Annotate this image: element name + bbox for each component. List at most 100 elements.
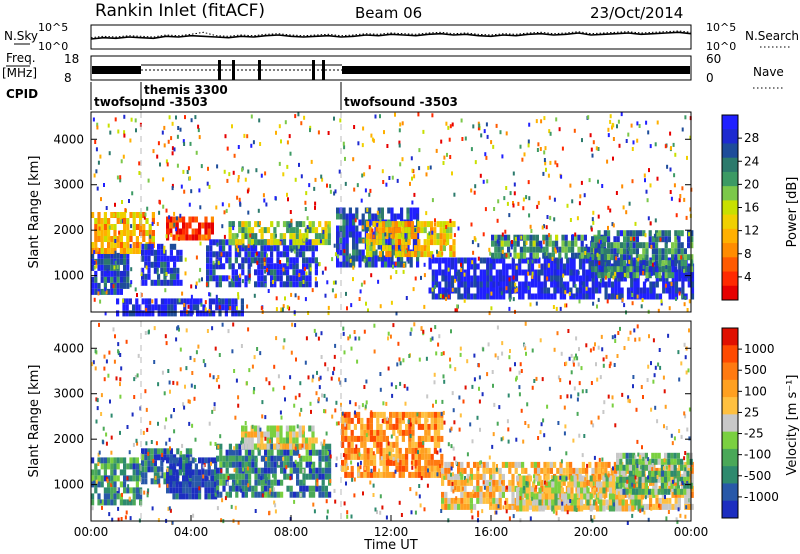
heatmap-cell-1503 [580,252,584,259]
heatmap-cell-772 [405,447,409,454]
heatmap-cell-107 [110,212,114,218]
heatmap-speckle-42 [436,472,439,477]
heatmap-speckle-384 [93,297,96,302]
heatmap-cell-1629 [657,470,661,477]
heatmap-cell-7 [94,270,98,277]
heatmap-speckle-106 [273,500,276,505]
frequency-spike-3 [258,60,261,80]
heatmap-cell-1663 [676,470,680,477]
heatmap-cell-1484 [602,481,606,488]
heatmap-speckle-472 [484,207,487,212]
heatmap-cell-5 [91,288,95,295]
heatmap-cell-1105 [521,281,525,288]
heatmap-cell-1563 [622,464,626,471]
heatmap-cell-575 [302,233,306,240]
heatmap-speckle-2 [164,288,167,293]
heatmap-speckle-441 [505,186,508,190]
heatmap-cell-1144 [543,275,547,282]
heatmap-speckle-248 [618,143,621,148]
heatmap-cell-1622 [654,458,658,465]
heatmap-speckle-272 [505,485,508,490]
heatmap-cell-605 [336,237,340,244]
heatmap-speckle-626 [207,166,209,171]
heatmap-cell-513 [228,233,232,240]
heatmap-cell-569 [279,431,283,438]
heatmap-cell-1665 [676,482,680,489]
heatmap-speckle-551 [93,261,96,265]
heatmap-speckle-393 [184,115,186,120]
heatmap-speckle-159 [466,478,469,483]
heatmap-cell-633 [350,435,354,442]
heatmap-cell-1345 [652,293,656,300]
heatmap-speckle-339 [491,444,494,449]
heatmap-speckle-292 [611,222,614,227]
heatmap-cell-1547 [600,260,604,267]
heatmap-speckle-823 [485,122,488,127]
heatmap-cell-824 [424,435,428,442]
heatmap-speckle-432 [376,210,379,215]
heatmap-speckle-348 [217,260,220,265]
heatmap-cell-1175 [559,269,563,276]
heatmap-cell-391 [257,263,261,270]
heatmap-cell-1475 [551,252,555,259]
heatmap-speckle-491 [237,248,239,253]
heatmap-cell-1092 [556,467,560,474]
heatmap-cell-1487 [602,505,606,512]
heatmap-speckle-461 [606,299,609,304]
heatmap-cell-1111 [565,461,569,468]
heatmap-cell-588 [298,425,302,432]
heatmap-cell-658 [355,243,359,250]
heatmap-cell-1488 [605,475,609,482]
heatmap-cell-1724 [690,236,694,243]
heatmap-speckle-416 [486,372,489,377]
heatmap-cell-1609 [644,488,648,495]
heatmap-cell-1437 [567,493,571,500]
heatmap-cell-519 [328,443,332,450]
heatmap-cell-1565 [622,476,626,483]
heatmap-cell-1792 [199,298,203,305]
heatmap-speckle-248 [471,384,474,389]
heatmap-cell-1281 [652,479,656,486]
heatmap-cell-1473 [592,487,596,494]
heatmap-speckle-715 [205,282,208,287]
noise-right-tick-top: 10^5 [706,21,736,34]
heatmap-cell-550 [260,437,264,444]
heatmap-cell-485 [312,449,316,456]
heatmap-cell-489 [312,485,316,492]
heatmap-cell-876 [441,479,445,486]
heatmap-cell-545 [257,425,261,432]
heatmap-cell-1006 [466,275,471,282]
heatmap-cell-1549 [600,272,604,279]
heatmap-cell-717 [382,465,386,472]
heatmap-cell-21 [100,288,104,295]
heatmap-cell-1326 [642,269,647,276]
heatmap-speckle-208 [280,307,283,312]
heatmap-speckle-426 [247,243,250,248]
heatmap-speckle-570 [215,294,218,299]
heatmap-cell-1496 [608,505,612,512]
heatmap-cell-1617 [632,260,636,267]
heatmap-cell-460 [299,461,303,468]
heatmap-cell-49 [113,487,117,494]
heatmap-cell-1410 [491,234,495,241]
heatmap-speckle-641 [556,163,559,168]
heatmap-speckle-648 [96,125,99,130]
heatmap-cell-1572 [613,254,617,261]
heatmap-cell-681 [369,447,373,454]
heatmap-cell-702 [374,261,378,268]
heatmap-cell-1491 [571,240,575,247]
heatmap-cell-1013 [514,461,518,468]
heatmap-cell-1274 [614,281,618,288]
heatmap-cell-297 [206,251,210,258]
heatmap-cell-252 [204,493,208,500]
heatmap-cell-106 [144,460,148,467]
heatmap-cell-1319 [671,473,675,480]
heatmap-speckle-251 [107,123,110,128]
heatmap-cell-1581 [632,464,636,471]
heatmap-cell-588 [318,233,322,240]
heatmap-cell-197 [150,243,154,250]
heatmap-speckle-584 [669,190,672,194]
heatmap-cell-1329 [642,293,647,300]
heatmap-cell-399 [260,263,264,270]
heatmap-speckle-366 [452,472,454,477]
